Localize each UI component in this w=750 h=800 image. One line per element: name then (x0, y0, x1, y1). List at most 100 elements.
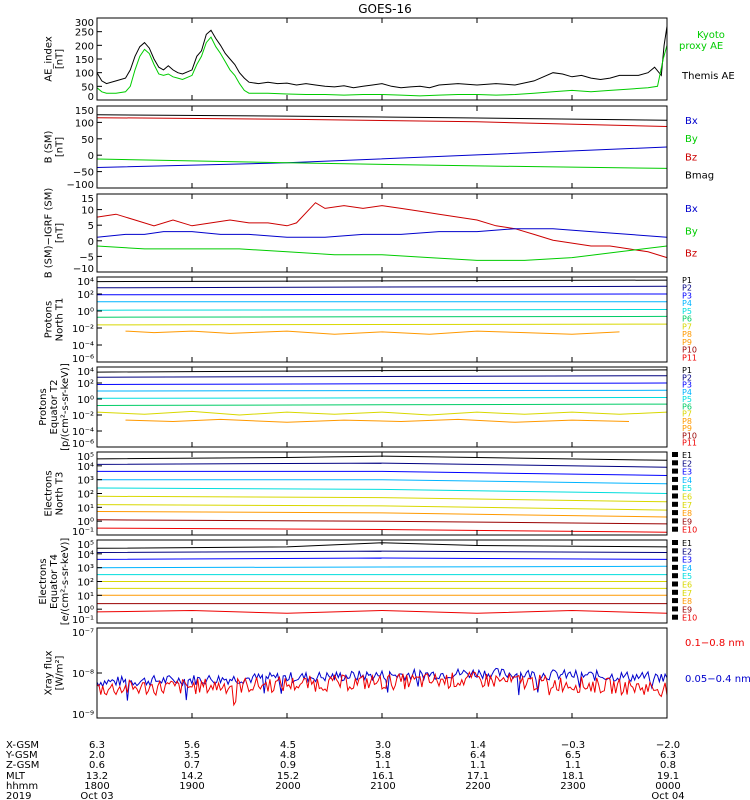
legend-entry: P2 (682, 373, 692, 382)
ephem-value: 19.1 (657, 771, 679, 782)
y-tick-label: 15 (81, 194, 94, 205)
legend-entry: P5 (682, 307, 692, 316)
legend-marker (672, 614, 678, 620)
y-axis-label: Protons (38, 388, 49, 425)
legend-entry: P10 (682, 431, 697, 440)
y-tick-label: 10² (77, 490, 94, 501)
legend-entry: E10 (682, 526, 697, 535)
legend-marker (672, 493, 678, 499)
y-tick-label: 10⁻⁴ (72, 341, 94, 352)
legend-entry: By (685, 134, 698, 145)
ephem-value: 3.5 (184, 750, 200, 761)
y-tick-label: 150 (75, 55, 94, 66)
y-tick-label: 10⁻⁸ (72, 669, 94, 680)
y-tick-label: 100 (75, 118, 94, 129)
series-e4 (97, 479, 668, 485)
ephem-value: 2100 (370, 781, 395, 792)
panel-frame (96, 17, 668, 101)
legend-entry: E6 (682, 493, 692, 502)
ephem-value: Oct 03 (80, 791, 113, 800)
y-tick-label: 10² (77, 578, 94, 589)
legend-entry: Bx (685, 204, 698, 215)
y-tick-label: 10⁰ (77, 395, 94, 406)
series-e2 (96, 462, 668, 468)
y-tick-label: −10 (73, 264, 94, 275)
ephem-value: 4.5 (280, 740, 296, 751)
legend-entry: E8 (682, 509, 692, 518)
y-tick-label: 10⁻¹ (72, 615, 94, 626)
ephem-value: 13.2 (86, 771, 108, 782)
series-p8 (125, 330, 620, 335)
legend-entry: E5 (682, 484, 692, 493)
legend-entry: E4 (682, 476, 692, 485)
series-e7 (96, 504, 668, 511)
ephem-value: 4.8 (280, 750, 296, 761)
y-tick-label: −100 (67, 180, 94, 191)
legend-entry: Bz (685, 249, 697, 260)
y-tick-label: 10⁰ (77, 307, 94, 318)
legend-marker (672, 598, 678, 604)
series-e4 (96, 565, 668, 569)
legend-entry: P8 (682, 417, 692, 426)
y-axis-label: North T1 (55, 298, 66, 342)
legend-entry: P10 (682, 346, 697, 355)
y-tick-label: 10⁰ (77, 517, 94, 528)
y-tick-label: 150 (75, 106, 94, 117)
legend-entry: E3 (682, 468, 692, 477)
legend-marker (672, 485, 678, 491)
series-kyoto-proxy-ae (96, 36, 668, 97)
series-p7 (96, 323, 668, 326)
legend-marker (672, 452, 678, 457)
panel-8: 10⁻⁷ 10⁻⁸ 10⁻⁹ Xray flux [W/m²] 0.1−0.8 nm 0.0… (44, 627, 750, 721)
y-tick-label: 50 (81, 82, 94, 93)
y-tick-label: 10³ (77, 476, 94, 487)
series-bz (96, 202, 668, 259)
y-tick-label: 10³ (77, 564, 94, 575)
legend-entry: P9 (682, 424, 692, 433)
y-tick-label: −5 (79, 252, 94, 263)
legend-entry: By (685, 226, 698, 237)
ephem-row-label: X-GSM (6, 740, 39, 751)
legend-marker (672, 540, 678, 545)
legend-entry: P2 (682, 284, 692, 293)
ephem-value: 2.0 (89, 750, 105, 761)
y-axis-label: Electrons (38, 558, 49, 604)
series-p2 (96, 375, 668, 378)
ephem-value: 1800 (84, 781, 109, 792)
y-tick-label: 10⁵ (77, 452, 94, 463)
y-tick-label: 100 (75, 69, 94, 80)
series-0-05-0-4-nm (96, 667, 668, 701)
y-tick-label: 10⁻⁴ (72, 427, 94, 438)
y-axis-label: B (SM) (44, 130, 55, 163)
legend-entry: P8 (682, 330, 692, 339)
y-tick-label: 10⁴ (77, 462, 94, 473)
y-tick-label: 10⁴ (77, 277, 94, 288)
y-tick-label: −50 (73, 168, 94, 179)
legend-entry: P3 (682, 381, 692, 390)
y-axis-label: [W/m²] (55, 655, 66, 690)
legend-entry: Themis AE (681, 71, 735, 82)
ephem-value: Oct 04 (651, 791, 684, 800)
legend-entry: P7 (682, 410, 692, 419)
legend-entry: P3 (682, 291, 692, 300)
legend-entry: P4 (682, 299, 692, 308)
legend-marker (672, 510, 678, 516)
ephem-value: 15.2 (277, 771, 299, 782)
y-tick-label: 10² (77, 290, 94, 301)
legend-entry: P5 (682, 395, 692, 404)
y-axis-label: [nT] (55, 223, 66, 243)
ephem-value: 6.3 (89, 740, 105, 751)
series-p3 (96, 382, 668, 385)
ephem-value: 1.4 (470, 740, 486, 751)
legend-entry: E1 (682, 539, 692, 548)
ephem-value: 0000 (655, 781, 680, 792)
legend-entry: P1 (682, 366, 692, 375)
ephem-value: 1900 (179, 781, 204, 792)
legend-entry: 0.1−0.8 nm (685, 638, 744, 649)
panel-4: 10⁴ 10² 10⁰ 10⁻² 10⁻⁴ 10⁻⁶ Protons North T1 P1P2… (44, 276, 698, 365)
legend-entry: E10 (682, 614, 697, 623)
y-tick-label: 10⁰ (77, 605, 94, 616)
